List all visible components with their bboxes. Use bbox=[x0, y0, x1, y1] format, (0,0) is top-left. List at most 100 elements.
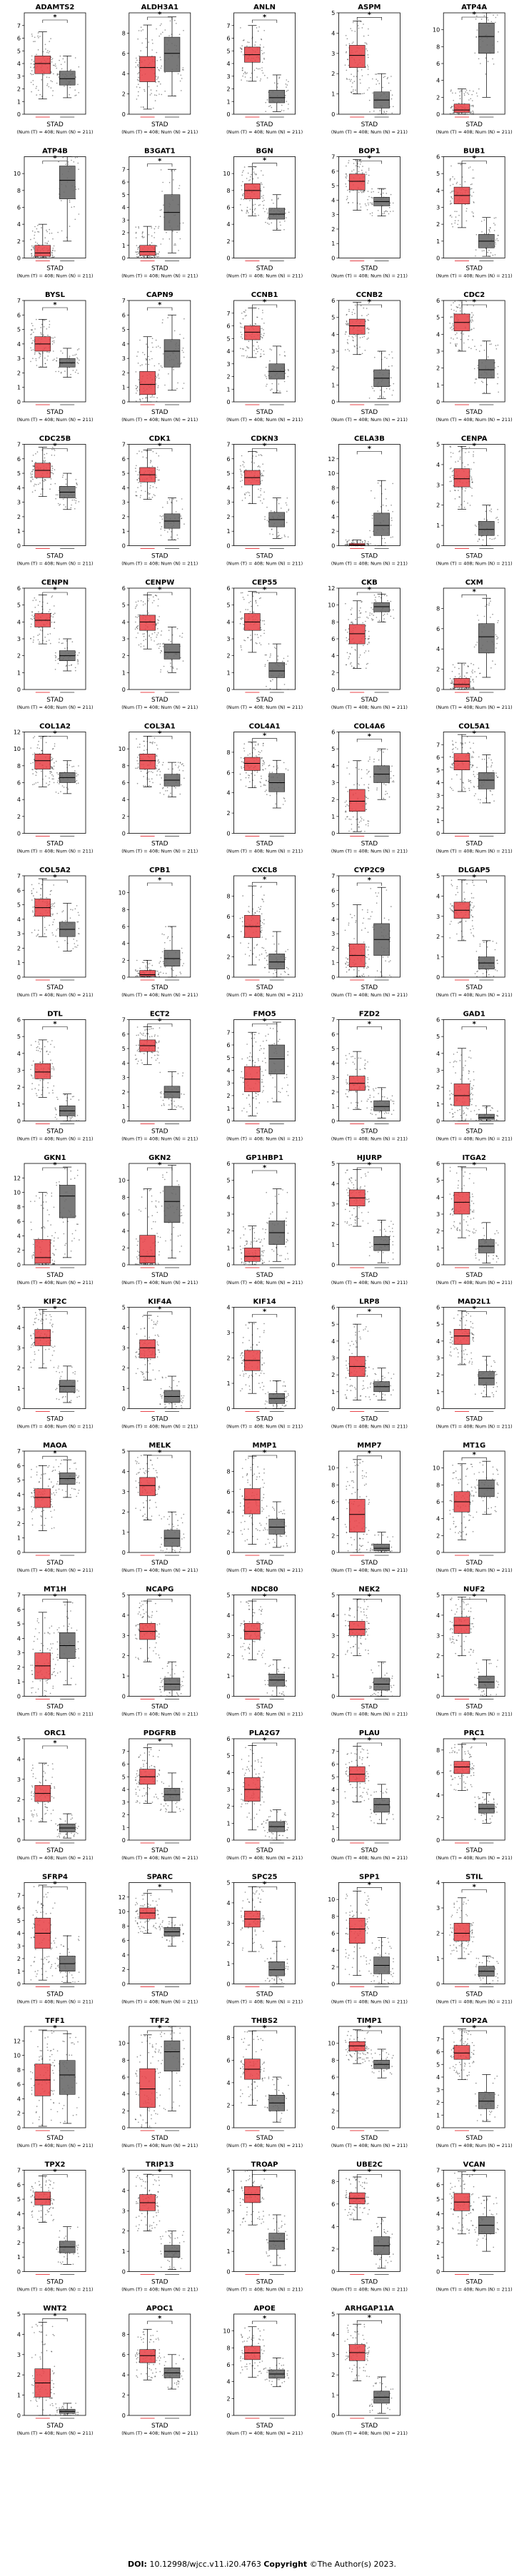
normal-point bbox=[278, 76, 281, 78]
tumor-point bbox=[140, 50, 141, 51]
tumor-point bbox=[31, 333, 33, 335]
normal-point bbox=[75, 497, 77, 499]
normal-point bbox=[386, 358, 388, 359]
tumor-point bbox=[46, 83, 49, 85]
normal-point bbox=[166, 787, 168, 788]
tumor-point bbox=[134, 607, 136, 609]
significance-star: * bbox=[473, 11, 477, 19]
tumor-point bbox=[345, 544, 346, 545]
tumor-point bbox=[31, 256, 33, 257]
tumor-point bbox=[348, 805, 349, 807]
tumor-point bbox=[44, 460, 46, 462]
tumor-point bbox=[468, 447, 470, 448]
normal-point bbox=[171, 501, 172, 503]
tumor-point bbox=[347, 189, 348, 191]
normal-point bbox=[74, 89, 76, 91]
tumor-point bbox=[140, 483, 142, 485]
tumor-point bbox=[450, 201, 451, 202]
tumor-point bbox=[348, 162, 349, 163]
normal-point bbox=[483, 615, 485, 617]
tumor-point bbox=[35, 358, 37, 360]
normal-point bbox=[55, 660, 56, 662]
tumor-point bbox=[360, 206, 362, 208]
normal-point bbox=[373, 758, 375, 760]
tumor-point bbox=[346, 804, 348, 806]
tumor-point bbox=[136, 617, 138, 618]
y-tick-label: 3 bbox=[436, 482, 440, 488]
normal-point bbox=[65, 163, 66, 166]
sample-size-note: (Num (T) = 408; Num (N) = 211) bbox=[16, 417, 93, 423]
normal-point bbox=[377, 210, 379, 211]
tumor-point bbox=[156, 744, 158, 746]
tumor-point bbox=[242, 460, 244, 463]
normal-point bbox=[375, 597, 376, 598]
tumor-point bbox=[258, 496, 259, 498]
normal-point bbox=[281, 109, 283, 111]
tumor-point bbox=[30, 747, 31, 749]
tumor-point bbox=[261, 69, 263, 71]
tumor-point bbox=[361, 75, 363, 76]
normal-box bbox=[268, 90, 286, 103]
normal-point bbox=[171, 170, 172, 172]
tumor-point bbox=[240, 326, 241, 328]
normal-box bbox=[268, 662, 286, 678]
sample-size-note: (Num (T) = 408; Num (N) = 211) bbox=[331, 129, 408, 135]
normal-point bbox=[495, 647, 497, 649]
tumor-point bbox=[472, 177, 473, 179]
normal-point bbox=[160, 528, 162, 530]
tumor-point bbox=[248, 212, 249, 213]
tumor-point bbox=[141, 42, 143, 44]
normal-point bbox=[369, 615, 371, 616]
normal-point bbox=[76, 783, 77, 784]
tumor-point bbox=[136, 400, 137, 402]
tumor-point bbox=[49, 640, 50, 641]
tumor-point bbox=[363, 784, 365, 786]
tumor-point bbox=[366, 338, 368, 340]
tumor-point bbox=[452, 176, 453, 178]
tumor-point bbox=[54, 612, 56, 614]
normal-point bbox=[183, 777, 185, 779]
normal-point bbox=[173, 786, 175, 787]
normal-point bbox=[495, 243, 496, 245]
tumor-point bbox=[157, 387, 159, 388]
tumor-point bbox=[261, 61, 263, 64]
tumor-point bbox=[260, 782, 261, 784]
tumor-point bbox=[34, 752, 36, 754]
normal-point bbox=[177, 382, 178, 384]
normal-point bbox=[75, 500, 77, 502]
normal-point bbox=[498, 519, 499, 520]
tumor-point bbox=[345, 35, 347, 36]
normal-point bbox=[490, 343, 493, 345]
tumor-point bbox=[453, 328, 454, 330]
tumor-box bbox=[348, 173, 366, 191]
normal-point bbox=[264, 211, 266, 213]
tumor-point bbox=[156, 468, 158, 470]
tumor-point bbox=[262, 312, 263, 313]
tumor-point bbox=[359, 337, 361, 338]
tumor-point bbox=[469, 505, 471, 506]
tumor-point bbox=[259, 752, 261, 754]
tumor-point bbox=[54, 469, 56, 470]
tumor-point bbox=[258, 597, 261, 600]
normal-point bbox=[168, 768, 169, 770]
tumor-point bbox=[240, 779, 242, 781]
normal-point bbox=[286, 84, 288, 86]
normal-point bbox=[160, 671, 161, 673]
tumor-point bbox=[46, 229, 47, 231]
tumor-point bbox=[39, 36, 41, 37]
tumor-point bbox=[135, 226, 137, 228]
tumor-point bbox=[472, 105, 473, 106]
normal-point bbox=[372, 608, 373, 610]
tumor-point bbox=[157, 605, 159, 607]
tumor-point bbox=[243, 750, 246, 752]
normal-point bbox=[176, 23, 177, 24]
tumor-point bbox=[32, 600, 34, 602]
tumor-point bbox=[142, 398, 143, 400]
normal-point bbox=[373, 390, 375, 392]
normal-point bbox=[281, 537, 283, 539]
tumor-point bbox=[263, 498, 265, 500]
tumor-point bbox=[459, 307, 461, 309]
normal-point bbox=[67, 161, 69, 163]
